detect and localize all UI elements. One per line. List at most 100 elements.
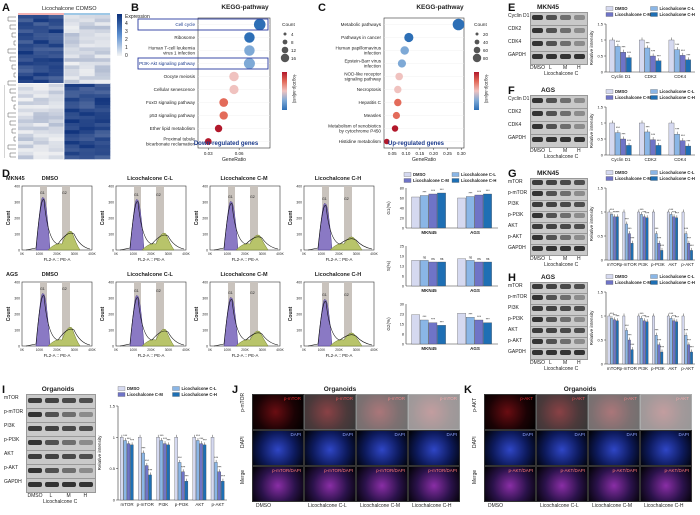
heatmap-scale-tick: 2 <box>125 37 128 43</box>
bar <box>655 145 662 156</box>
blot-band <box>574 54 585 60</box>
bar-chart-i: DMSO Licochalcone C-L Licochalcone C-M Lico… <box>97 386 227 507</box>
pathway-term: Ether lipid metabolism <box>150 126 195 131</box>
heatmap-cell <box>18 133 34 138</box>
heatmap-cell <box>79 54 95 59</box>
category-label: CDK4 <box>674 157 687 162</box>
if-image: p-AKT/DAPI <box>484 466 536 502</box>
heatmap-cell <box>18 18 34 23</box>
heatmap-cell <box>48 155 65 160</box>
x-axis-label: FL2-A :: PE-A <box>232 257 259 262</box>
plot-frame <box>303 281 375 347</box>
legend-swatch <box>403 178 412 183</box>
y-tick-label: 0 <box>206 345 208 349</box>
y-tick-label: 0.5 <box>597 234 603 239</box>
pathway-term: Pathways in cancer <box>341 35 381 40</box>
if-image: p-AKT <box>536 394 588 430</box>
blot-band <box>532 180 543 186</box>
panel-label-k: K <box>464 384 472 396</box>
heatmap-cell <box>94 65 111 70</box>
legend-swatch <box>117 392 126 397</box>
significance: *** <box>645 315 650 319</box>
legend-label: DMSO <box>127 386 140 391</box>
gate-label: G1 <box>40 287 45 291</box>
heatmap-cell <box>18 115 34 120</box>
x-tick-label: 200K <box>241 252 249 256</box>
heatmap-cell <box>94 15 111 19</box>
if-column-label: Licochalcone C-M <box>592 503 633 509</box>
significance: *** <box>681 49 686 53</box>
heatmap-cell <box>94 47 111 52</box>
x-tick-label: 100K <box>224 252 232 256</box>
y-tick-label: 400 <box>14 185 20 189</box>
bar <box>652 315 655 365</box>
heatmap-cell <box>64 40 80 45</box>
y-tick-label: 0 <box>300 345 302 349</box>
significance: *** <box>166 438 171 442</box>
y-axis-label: S(%) <box>386 260 391 271</box>
condition-label: Licochalcone C-L <box>127 176 173 182</box>
x-tick-label: 400K <box>182 348 190 352</box>
heatmap-cell <box>48 25 65 30</box>
heatmap-cell <box>18 155 34 160</box>
legend-dot <box>280 53 290 63</box>
blot-band <box>532 235 543 241</box>
significance: ns <box>423 255 427 259</box>
heatmap-cell <box>33 141 49 145</box>
heatmap-cell <box>33 83 49 88</box>
legend-dot <box>282 39 288 45</box>
if-channel-tag: p-AKT <box>676 396 689 401</box>
bar <box>681 315 685 365</box>
bar <box>672 320 676 365</box>
heatmap-cell <box>64 112 80 117</box>
blot-band <box>574 284 585 290</box>
legend-label: Licochalcone C-H <box>660 12 695 17</box>
bar <box>210 437 215 501</box>
bar <box>628 339 631 365</box>
blot-band <box>574 328 585 334</box>
legend-swatch <box>451 178 460 183</box>
significance: *** <box>627 139 632 143</box>
significance: *** <box>185 475 190 479</box>
dendrogram-branch <box>11 32 16 38</box>
y-tick-label: 100 <box>296 233 302 237</box>
heatmap-cell <box>94 108 111 113</box>
blot-band <box>560 41 571 47</box>
category-label: AGS <box>470 346 480 351</box>
x-tick-label: 0.06 <box>235 151 244 156</box>
significance: *** <box>423 191 428 195</box>
blot-band <box>574 235 585 241</box>
if-image: p-mTOR/DAPI <box>408 466 460 502</box>
heatmap-cell <box>79 130 95 135</box>
bar <box>610 214 614 261</box>
legend: DMSO Licochalcone C-L Licochalcone C-M Lico… <box>605 170 695 181</box>
legend-label: Licochalcone C-L <box>660 89 695 94</box>
heatmap-cell <box>94 151 111 156</box>
dendrogram <box>4 16 16 158</box>
if-channel-tag: DAPI <box>446 432 457 437</box>
heatmap-cell <box>33 18 49 23</box>
significance: *** <box>687 237 692 241</box>
heatmap-cell <box>94 83 111 88</box>
dendrogram-branch <box>11 128 16 134</box>
if-channel-tag: p-AKT/DAPI <box>508 468 533 473</box>
x-axis-label: FL2-A :: PE-A <box>44 257 71 262</box>
legend-swatch <box>605 95 614 100</box>
blot-band <box>45 453 59 459</box>
heatmap-cell <box>79 126 95 131</box>
treatment-label: Licochalcone C <box>544 154 579 160</box>
legend-swatch <box>451 172 460 177</box>
bar <box>622 211 626 261</box>
legend-swatch <box>172 392 180 397</box>
legend: DMSO Licochalcone C-L Licochalcone C-M Lico… <box>117 386 217 397</box>
blot-band <box>560 111 571 117</box>
blot-g-cell: MKN45 <box>536 170 560 177</box>
x-tick-label: 0K <box>20 252 25 256</box>
heatmap-scale-tick: 3 <box>125 29 128 35</box>
blot-band <box>62 439 76 445</box>
legend-swatch <box>650 95 658 100</box>
bar <box>123 440 127 501</box>
blot-band <box>45 411 59 417</box>
category-label: p-mTOR <box>620 262 638 267</box>
condition-label: Licochalcone C-M <box>220 272 267 278</box>
